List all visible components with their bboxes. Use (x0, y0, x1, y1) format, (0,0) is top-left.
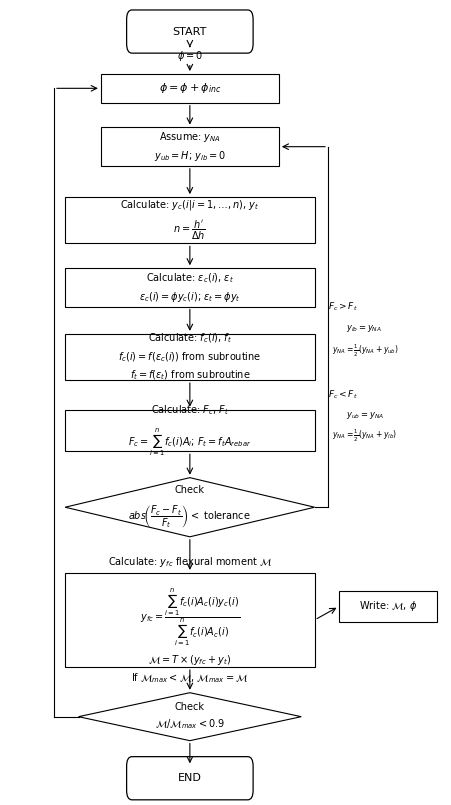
Bar (65, 197, 315, 243)
Text: Assume: $y_{NA}$
$y_{ub}=H$; $y_{lb}=0$: Assume: $y_{NA}$ $y_{ub}=H$; $y_{lb}=0$ (154, 130, 226, 163)
Text: $F_c>F_t$: $F_c>F_t$ (328, 300, 358, 313)
Text: Calculate: $y_c(i|i=1,\ldots,n)$, $y_t$
$n=\dfrac{h'}{\Delta h}$: Calculate: $y_c(i|i=1,\ldots,n)$, $y_t$ … (120, 198, 259, 242)
Text: Calculate: $f_c(i)$, $f_t$
$f_c(i)=f(\varepsilon_c(i))$ from subroutine
$f_t=f(\: Calculate: $f_c(i)$, $f_t$ $f_c(i)=f(\va… (118, 332, 262, 382)
Text: END: END (178, 774, 202, 783)
Text: $y_{NA}=\frac{1}{2}(y_{NA}+y_{lb})$: $y_{NA}=\frac{1}{2}(y_{NA}+y_{lb})$ (332, 428, 397, 444)
Text: Check
$\mathcal{M}/\mathcal{M}_{max}<0.9$: Check $\mathcal{M}/\mathcal{M}_{max}<0.9… (155, 702, 225, 731)
Bar (65, 410, 315, 452)
Bar (101, 74, 279, 103)
Bar (65, 573, 315, 667)
Text: Calculate: $y_{fc}$ flexural moment $\mathcal{M}$
$y_{fc}=\dfrac{\sum_{i=1}^{n}f: Calculate: $y_{fc}$ flexural moment $\ma… (108, 555, 272, 685)
Text: Check
$abs\!\left(\dfrac{F_c-F_t}{F_t}\right)<$ tolerance: Check $abs\!\left(\dfrac{F_c-F_t}{F_t}\r… (129, 485, 251, 530)
Bar (65, 268, 315, 307)
Bar (65, 334, 315, 380)
Bar (101, 127, 279, 166)
Text: Write: $\mathcal{M}$, $\phi$: Write: $\mathcal{M}$, $\phi$ (359, 600, 417, 613)
Text: START: START (173, 27, 207, 36)
Polygon shape (65, 477, 315, 537)
Text: $y_{NA}=\frac{1}{2}(y_{NA}+y_{ub})$: $y_{NA}=\frac{1}{2}(y_{NA}+y_{ub})$ (332, 342, 399, 359)
Text: $\phi=\phi+\phi_{inc}$: $\phi=\phi+\phi_{inc}$ (159, 81, 221, 95)
Text: $y_{lb}=y_{NA}$: $y_{lb}=y_{NA}$ (346, 323, 382, 333)
Text: $\phi=0$: $\phi=0$ (177, 49, 203, 64)
Text: Calculate: $\varepsilon_c(i)$, $\varepsilon_t$
$\varepsilon_c(i)=\phi y_c(i)$; $: Calculate: $\varepsilon_c(i)$, $\varepsi… (139, 271, 241, 303)
Text: $y_{ub}=y_{NA}$: $y_{ub}=y_{NA}$ (346, 410, 384, 421)
FancyBboxPatch shape (127, 10, 253, 53)
Bar (339, 591, 437, 621)
Text: Calculate: $F_c$, $F_t$
$F_c=\sum_{i=1}^{n}f_c(i)A_i$; $F_t=f_t A_{rebar}$: Calculate: $F_c$, $F_t$ $F_c=\sum_{i=1}^… (128, 403, 252, 458)
Polygon shape (78, 692, 301, 741)
Text: $F_c<F_t$: $F_c<F_t$ (328, 388, 358, 401)
FancyBboxPatch shape (127, 757, 253, 800)
